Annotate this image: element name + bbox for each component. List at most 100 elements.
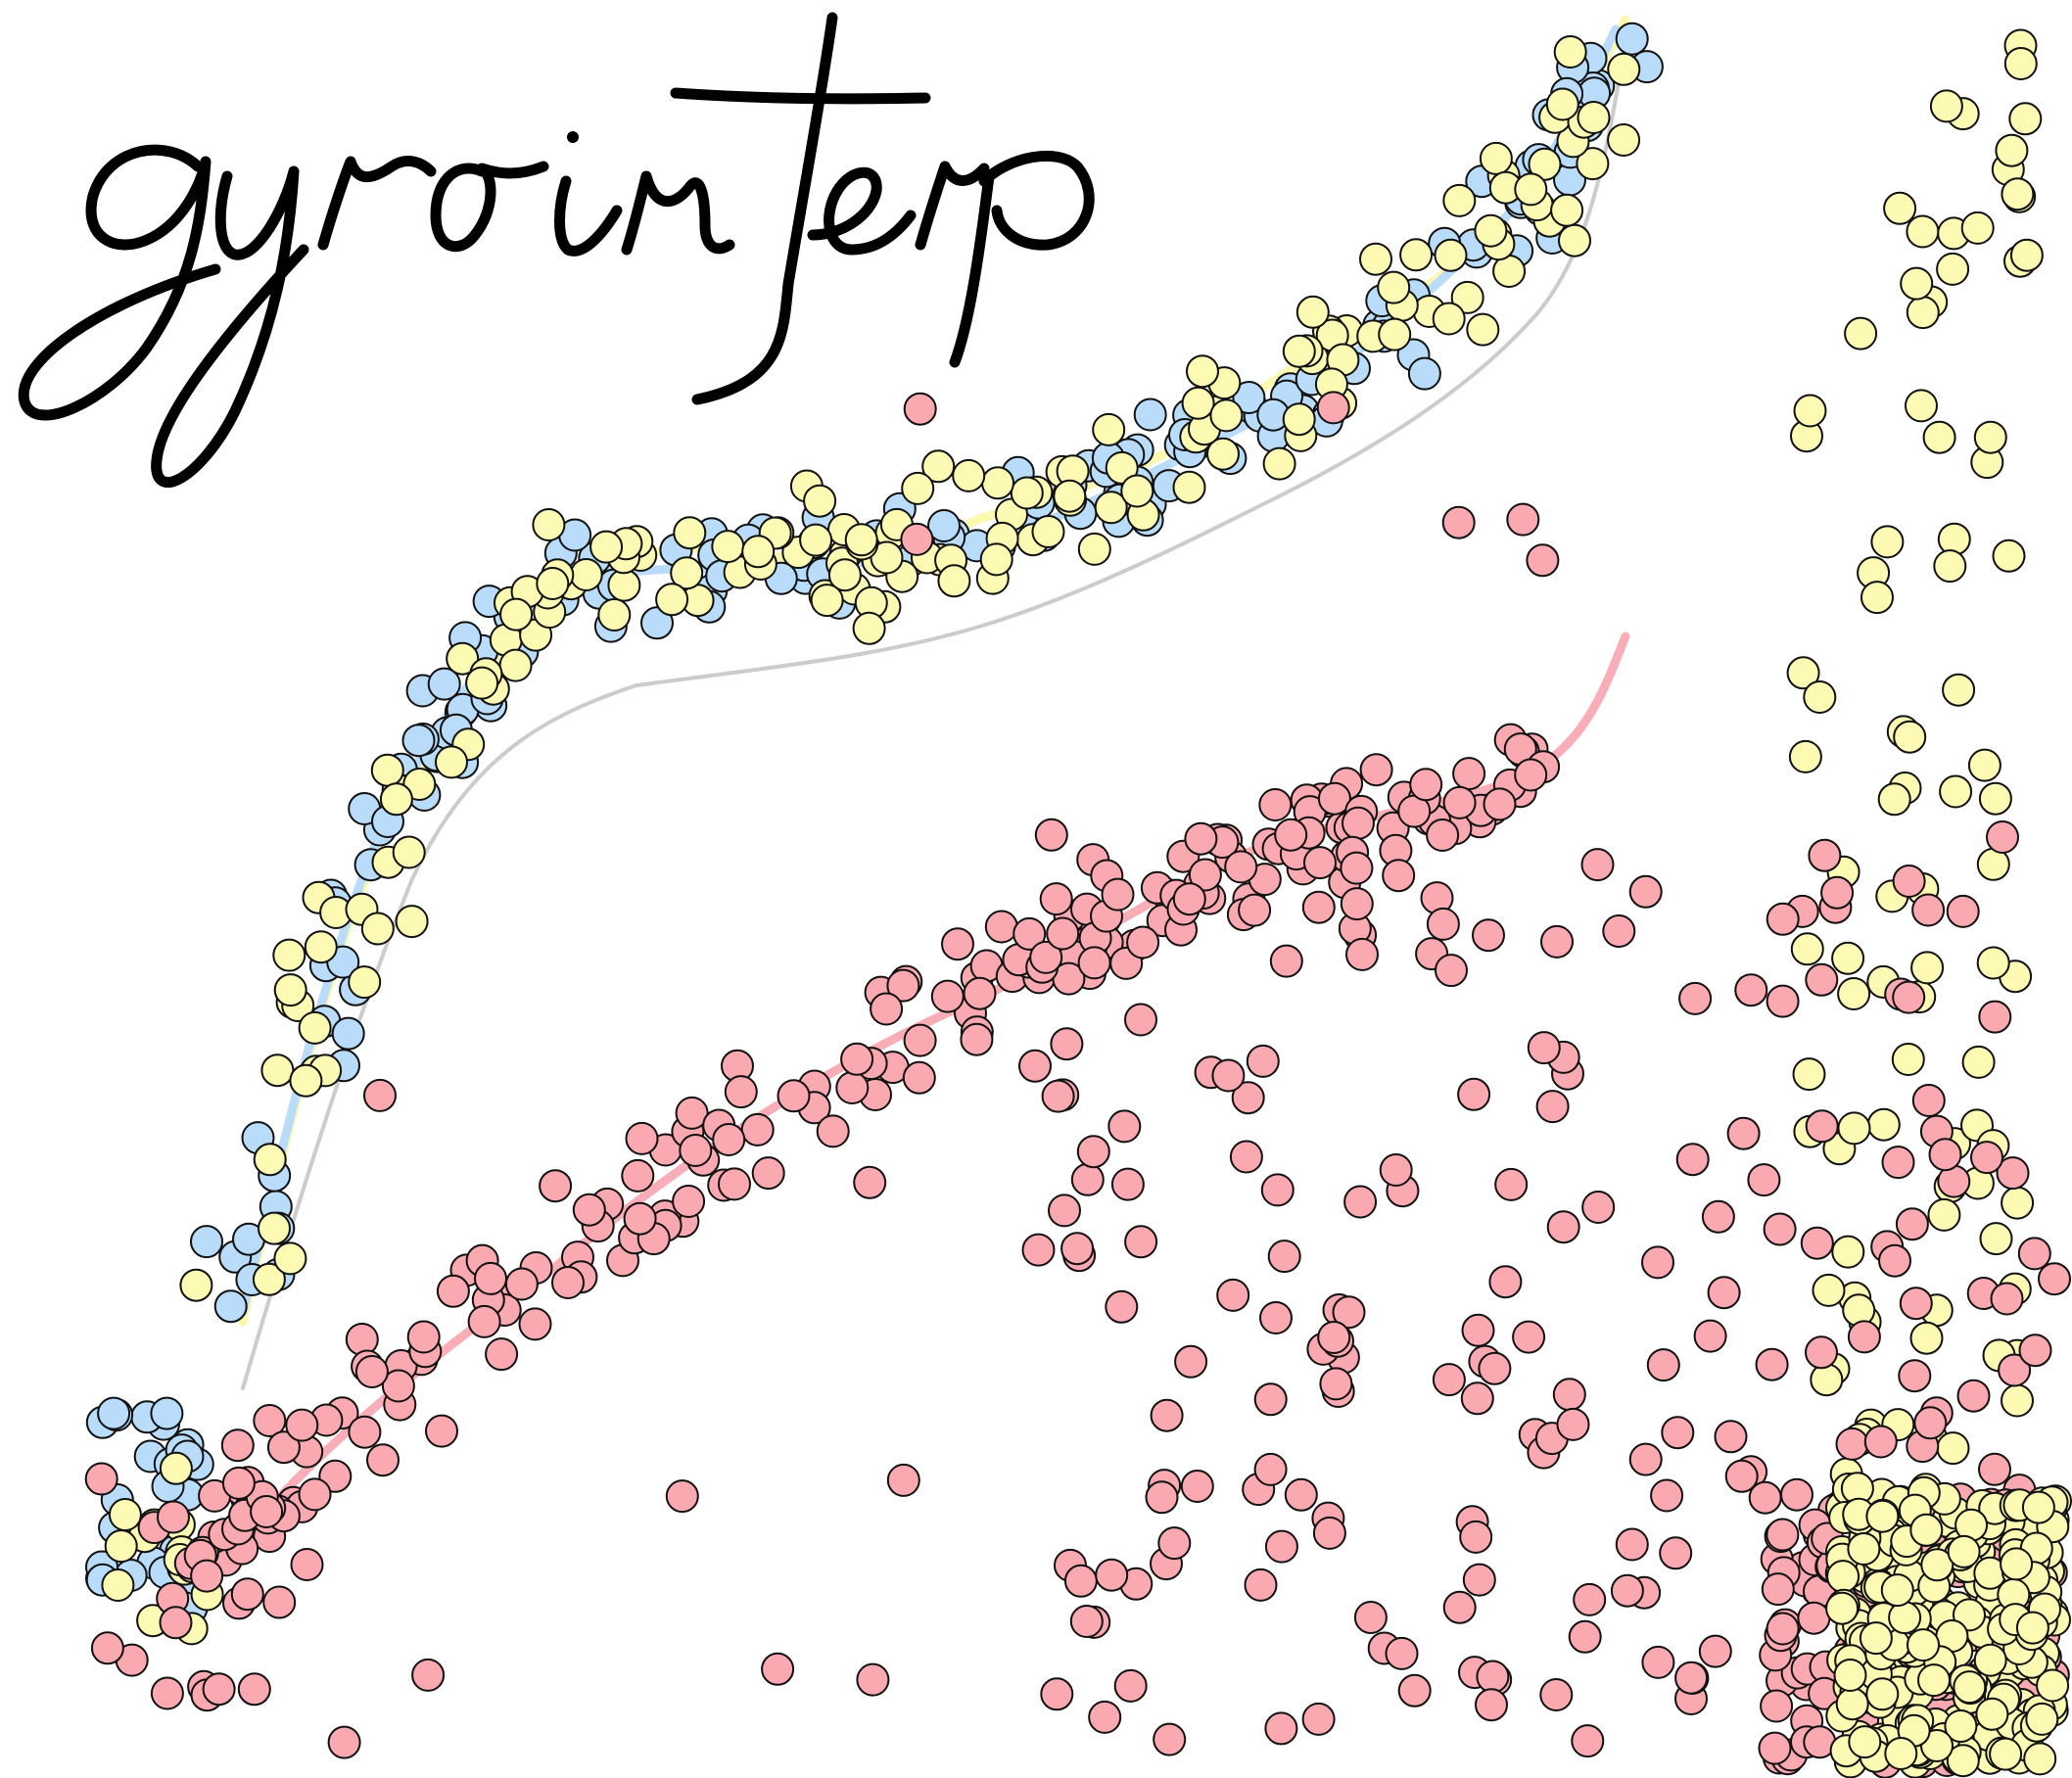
red-data-point (740, 1112, 775, 1146)
yellow-data-point (1835, 1687, 1869, 1721)
red-data-point (1238, 893, 1272, 927)
yellow-data-point (1833, 1659, 1867, 1692)
red-data-point (1153, 1722, 1187, 1756)
yellow-data-point (253, 1143, 287, 1177)
yellow-data-point (1844, 316, 1878, 351)
yellow-data-point (1880, 1573, 1914, 1608)
red-data-point (1568, 1619, 1602, 1654)
red-data-point (2018, 1334, 2052, 1368)
yellow-data-point (979, 542, 1013, 577)
yellow-data-point (252, 1262, 286, 1296)
red-data-point (1253, 1382, 1288, 1417)
red-data-point (840, 1042, 874, 1076)
yellow-data-point (1442, 183, 1477, 217)
red-data-point (518, 1307, 552, 1341)
red-data-point (930, 979, 965, 1013)
red-data-point (159, 1606, 193, 1640)
yellow-data-point (395, 905, 429, 939)
red-data-point (679, 1134, 713, 1167)
wordmark-letter-e (807, 166, 917, 256)
red-data-point (1661, 1416, 1695, 1450)
red-data-point (816, 1114, 850, 1148)
red-data-point (675, 1096, 709, 1130)
red-data-point (1442, 1590, 1477, 1624)
yellow-data-point (673, 516, 707, 550)
yellow-data-point (101, 1568, 135, 1602)
yellow-data-point (569, 558, 603, 591)
wordmark-letter-n (621, 170, 735, 256)
wordmark-letter-p (949, 150, 1095, 368)
yellow-data-point (1077, 532, 1111, 566)
blue-data-point (150, 1396, 184, 1430)
red-data-point (1646, 1348, 1680, 1382)
red-data-point (1150, 1398, 1184, 1432)
yellow-data-point (1378, 317, 1412, 351)
red-data-point (1998, 1353, 2032, 1387)
yellow-data-point (901, 471, 935, 505)
red-data-point (625, 1121, 659, 1155)
red-data-point (1316, 391, 1350, 425)
blue-data-point (1133, 398, 1167, 432)
blue-data-point (427, 667, 461, 701)
yellow-data-point (827, 558, 862, 592)
red-data-point (1986, 820, 2019, 854)
yellow-data-point (1450, 280, 1484, 314)
yellow-data-point (1906, 214, 1940, 249)
red-data-point (1070, 1162, 1105, 1196)
red-data-point (221, 1466, 256, 1500)
red-data-point (425, 1414, 458, 1448)
yellow-data-point (844, 523, 878, 557)
red-data-point (1301, 1702, 1336, 1736)
yellow-data-point (1859, 1621, 1893, 1656)
red-data-point (363, 1078, 397, 1112)
red-data-point (751, 1156, 785, 1191)
red-data-point (718, 1167, 751, 1201)
red-data-point (1800, 1226, 1834, 1260)
red-data-point (90, 1631, 124, 1665)
yellow-data-point (273, 973, 307, 1007)
red-data-point (1476, 1660, 1510, 1694)
yellow-data-point (711, 530, 745, 564)
red-data-point (285, 1408, 319, 1442)
red-data-point (1460, 1381, 1494, 1416)
yellow-data-point (1967, 748, 2001, 782)
red-data-point (1956, 1379, 1991, 1413)
red-data-point (1301, 890, 1336, 924)
yellow-data-point (810, 584, 844, 618)
red-data-point (1229, 1140, 1263, 1174)
red-data-point (1345, 937, 1379, 971)
yellow-data-point (852, 611, 886, 645)
wordmark-letter-t-stem (691, 12, 838, 405)
wordmark-letter-g (18, 144, 221, 421)
yellow-data-point (498, 648, 533, 682)
yellow-data-point (1295, 295, 1330, 329)
gray-trend-curve (241, 37, 1627, 1390)
red-data-point (1124, 1225, 1158, 1259)
red-data-point (1157, 1526, 1192, 1561)
yellow-data-point (1803, 680, 1837, 714)
red-data-point (1946, 894, 1980, 928)
blue-data-point (97, 1396, 131, 1430)
red-data-point (1641, 1245, 1674, 1280)
red-data-point (724, 1075, 758, 1109)
red-data-point (411, 1658, 446, 1692)
red-data-point (1258, 788, 1293, 821)
red-data-point (348, 1415, 382, 1449)
red-data-point (1461, 1313, 1495, 1347)
yellow-data-point (1094, 491, 1128, 525)
red-data-point (2038, 1262, 2071, 1296)
red-data-point (474, 1261, 507, 1295)
red-data-point (1546, 1210, 1580, 1244)
red-data-point (220, 1428, 255, 1463)
red-data-point (1535, 1090, 1570, 1124)
yellow-data-point (1961, 1045, 1996, 1079)
yellow-data-point (1812, 1273, 1846, 1307)
red-data-point (1483, 787, 1517, 821)
yellow-data-point (1929, 89, 1963, 123)
red-data-point (1012, 916, 1047, 951)
blue-data-point (927, 509, 961, 542)
yellow-data-point (379, 782, 413, 817)
red-data-point (1267, 1240, 1301, 1274)
red-data-point (1556, 1407, 1590, 1441)
red-data-point (672, 1185, 706, 1218)
